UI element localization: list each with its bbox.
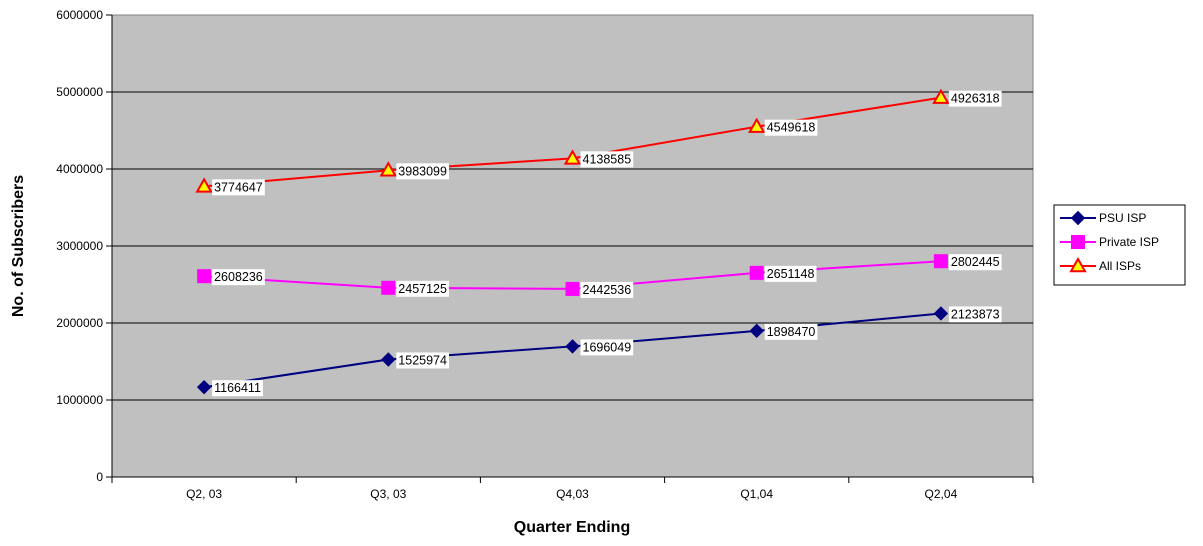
data-label: 2802445 (948, 254, 1002, 271)
data-label-text: 1696049 (583, 340, 632, 354)
data-label-box (580, 281, 634, 298)
data-point-marker (381, 280, 396, 295)
data-label: 2651148 (764, 265, 817, 282)
legend-marker (1069, 256, 1087, 273)
y-tick-label: 4000000 (56, 162, 103, 176)
data-point-marker (196, 379, 212, 395)
data-label-box (580, 151, 634, 168)
series-psu-isp (196, 306, 949, 395)
data-label-text: 4138585 (583, 152, 632, 166)
data-point-marker (195, 177, 213, 193)
legend-marker (1070, 210, 1086, 226)
data-label-text: 4549618 (767, 121, 816, 135)
y-tick-label: 1000000 (56, 393, 103, 407)
data-label-box (212, 269, 265, 286)
series-layer (195, 88, 950, 395)
data-label-box (948, 306, 1002, 323)
data-point-marker (749, 323, 764, 339)
legend-item: All ISPs (1060, 256, 1141, 273)
data-label-box (764, 323, 818, 340)
legend-marker (1071, 235, 1085, 249)
data-label-text: 1898470 (767, 325, 816, 339)
data-labels: 1166411 1525974 1696049 1898470 2123873 26082… (212, 90, 1002, 397)
axes: 0 1000000 2000000 3000000 4000000 5000000 6000… (56, 8, 1034, 501)
x-tick-label: Q2, 03 (186, 487, 222, 501)
data-label: 1898470 (764, 323, 818, 340)
x-tick-label: Q2,04 (925, 487, 958, 501)
x-tick-label: Q1,04 (740, 487, 773, 501)
data-label-box (212, 380, 263, 397)
legend-label: PSU ISP (1099, 211, 1146, 225)
data-point-marker (932, 88, 950, 104)
x-tick-label: Q3, 03 (370, 487, 406, 501)
data-label-box (948, 90, 1002, 107)
data-label: 1696049 (580, 339, 634, 356)
data-label-box (396, 163, 450, 180)
data-point-marker (379, 161, 398, 177)
x-axis-title: Quarter Ending (514, 519, 630, 536)
data-label-box (764, 119, 818, 136)
data-label: 4138585 (580, 151, 634, 168)
legend-label: All ISPs (1099, 259, 1141, 273)
data-label-text: 2442536 (583, 283, 632, 297)
data-label: 2608236 (212, 269, 265, 286)
data-label-text: 1166411 (214, 381, 261, 395)
data-label: 4926318 (948, 90, 1002, 107)
data-point-marker (933, 254, 948, 269)
data-point-marker (565, 281, 580, 296)
data-point-marker (565, 339, 580, 354)
data-point-marker (747, 117, 766, 133)
data-point-marker (197, 269, 212, 284)
y-tick-label: 5000000 (56, 85, 103, 99)
gridlines (112, 91, 1033, 401)
data-label-text: 3774647 (214, 180, 263, 194)
y-tick-label: 0 (96, 470, 103, 484)
data-label-text: 2123873 (951, 307, 1000, 321)
data-point-marker (749, 265, 764, 280)
data-label-text: 4926318 (951, 92, 1000, 106)
data-label: 3983099 (396, 163, 450, 180)
data-label-box (580, 339, 634, 356)
data-label-text: 1525974 (398, 354, 447, 368)
data-label-text: 2802445 (951, 255, 1000, 269)
data-label: 1166411 (212, 380, 263, 397)
data-label-text: 2608236 (214, 270, 263, 284)
data-label: 2457125 (396, 280, 450, 297)
data-label: 2123873 (948, 306, 1002, 323)
series-private-isp (197, 254, 948, 296)
data-label-box (396, 352, 450, 369)
data-label-text: 3983099 (398, 164, 447, 178)
x-tick-label: Q4,03 (556, 487, 589, 501)
y-tick-label: 3000000 (56, 239, 103, 253)
data-point-marker (933, 306, 949, 321)
data-label-box (212, 179, 265, 196)
data-label: 1525974 (396, 352, 450, 369)
series-all-isps (195, 88, 950, 193)
data-label: 2442536 (580, 281, 634, 298)
data-label: 4549618 (764, 119, 818, 136)
legend-label: Private ISP (1099, 235, 1159, 249)
legend-item: Private ISP (1060, 235, 1159, 249)
data-label: 3774647 (212, 179, 265, 196)
y-axis-title: No. of Subscribers (10, 175, 27, 317)
data-point-marker (381, 352, 396, 367)
data-point-marker (563, 149, 582, 165)
y-tick-label: 6000000 (56, 8, 103, 22)
legend-item: PSU ISP (1060, 210, 1146, 226)
data-label-box (396, 280, 450, 297)
data-label-box (948, 254, 1002, 271)
data-label-text: 2651148 (767, 267, 815, 281)
y-tick-label: 2000000 (56, 316, 103, 330)
data-label-box (764, 265, 817, 282)
legend: PSU ISP Private ISP All ISPs (1053, 204, 1186, 286)
data-label-text: 2457125 (398, 282, 447, 296)
